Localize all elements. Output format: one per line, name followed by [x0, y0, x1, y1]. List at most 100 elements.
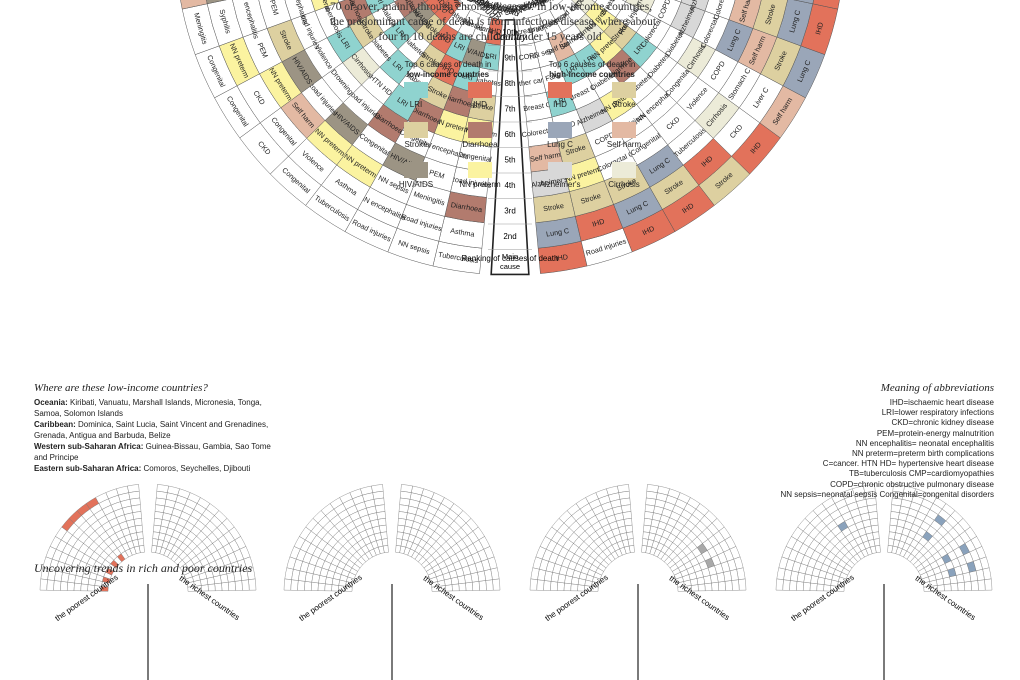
- country-axis-label: Country: [493, 32, 528, 43]
- mini-cell: [836, 586, 845, 592]
- mini-cell: [643, 524, 652, 533]
- mini-cell: [382, 545, 389, 553]
- mini-cell: [380, 531, 388, 540]
- legend-high-item: Lung C: [530, 122, 590, 149]
- legend-label: Stroke: [404, 140, 428, 149]
- legend-high-item: Self harm: [594, 122, 654, 149]
- legend-low-title-1: Top 6 causes of death in: [404, 60, 492, 69]
- legend-swatch: [404, 122, 428, 138]
- mini-cell: [117, 553, 126, 563]
- legend-swatch: [548, 122, 572, 138]
- legend-swatch: [468, 82, 492, 98]
- cause-cell: [538, 9, 563, 39]
- mini-cell: [873, 538, 881, 547]
- mini-cell: [46, 579, 55, 591]
- mini-cell: [853, 553, 862, 563]
- mini-cell: [113, 556, 123, 565]
- rank-label: Main: [502, 252, 518, 261]
- rank-label: 4th: [504, 181, 515, 190]
- abbreviations-title: Meaning of abbreviations: [880, 382, 994, 394]
- mini-cell: [623, 518, 633, 527]
- legend-swatch: [548, 82, 572, 98]
- cause-label: LRI: [554, 95, 567, 107]
- mini-cell: [775, 578, 784, 591]
- mini-cell: [870, 524, 879, 533]
- mini-cell: [642, 531, 650, 540]
- abbreviation-line: CKD=chronic kidney disease: [891, 418, 995, 428]
- cause-cell: [424, 0, 449, 15]
- mini-cell: [137, 538, 145, 547]
- cause-label: LRI: [485, 51, 497, 62]
- mini-cell: [624, 524, 633, 533]
- note-region: Oceania:: [34, 398, 71, 407]
- mini-cell: [809, 582, 818, 592]
- note-entry: Oceania: Kiribati, Vanuatu, Marshall Isl…: [34, 398, 284, 419]
- mini-cell: [364, 550, 373, 560]
- mini-cell: [984, 578, 993, 591]
- mini-cell: [354, 559, 363, 569]
- mini-cell: [628, 545, 635, 553]
- mini-cell: [529, 578, 538, 591]
- mini-cell: [963, 581, 972, 591]
- mini-cell: [627, 538, 635, 547]
- legend-label: HIV/AIDS: [398, 180, 434, 189]
- mini-cell: [977, 579, 986, 591]
- mini-cell: [378, 524, 387, 533]
- cause-cell: [549, 3, 575, 33]
- mini-cell: [626, 531, 634, 540]
- mini-cell: [802, 581, 811, 591]
- abbreviation-line: NN encephalitis= neonatal encephalitis: [855, 438, 994, 448]
- mini-cell: [451, 583, 460, 592]
- mini-fan-chart: [529, 484, 747, 592]
- mini-cell: [154, 511, 164, 520]
- mini-cell: [485, 579, 494, 591]
- legend-label: Self harm: [606, 140, 642, 149]
- mini-cell: [837, 581, 846, 588]
- mini-cell: [304, 581, 313, 591]
- cause-cell: [422, 0, 429, 3]
- mini-cell: [107, 563, 117, 572]
- abbreviation-line: LRI=lower respiratory infections: [881, 408, 994, 418]
- cause-label: COPD: [518, 50, 540, 62]
- legend-swatch: [468, 122, 492, 138]
- cause-label: Asthma: [450, 226, 476, 239]
- mini-cell: [471, 581, 480, 591]
- legend-high-item: Stroke: [594, 82, 654, 109]
- mini-cell: [377, 518, 387, 527]
- mini-cell: [697, 583, 706, 592]
- mini-cell: [103, 571, 112, 580]
- mini-cell: [600, 559, 609, 569]
- mini-cell: [738, 578, 747, 591]
- mini-cell: [80, 583, 89, 592]
- rank-label: 6th: [504, 130, 515, 139]
- mini-cell: [241, 579, 250, 591]
- cause-label: IHD: [813, 21, 825, 35]
- mini-cell: [644, 511, 654, 520]
- mini-cell: [357, 556, 367, 565]
- mini-cell: [846, 559, 855, 569]
- cause-cell: [528, 14, 549, 44]
- rank-label: 10th: [502, 28, 518, 37]
- country-column: Meningitis Syphilis NN encephalitis PEM NN e…: [181, 0, 464, 55]
- cause-label: LRI: [461, 71, 474, 83]
- mini-cell: [376, 511, 386, 520]
- mini-cell: [134, 545, 141, 554]
- cause-cell: [337, 0, 346, 3]
- mini-cell: [395, 545, 402, 553]
- mini-cell: [816, 583, 825, 592]
- mini-cell: [73, 582, 82, 592]
- cause-label: IHD: [591, 216, 606, 228]
- mini-cell: [641, 538, 649, 547]
- cause-label: LRI: [452, 40, 466, 53]
- mini-cell: [887, 545, 894, 553]
- mini-cell: [950, 582, 959, 592]
- legend-swatch: [468, 162, 492, 178]
- legend-swatch: [612, 122, 636, 138]
- mini-cell: [957, 581, 966, 591]
- mini-cell: [373, 546, 381, 556]
- mini-cell: [641, 545, 648, 553]
- mini-cell: [789, 580, 798, 591]
